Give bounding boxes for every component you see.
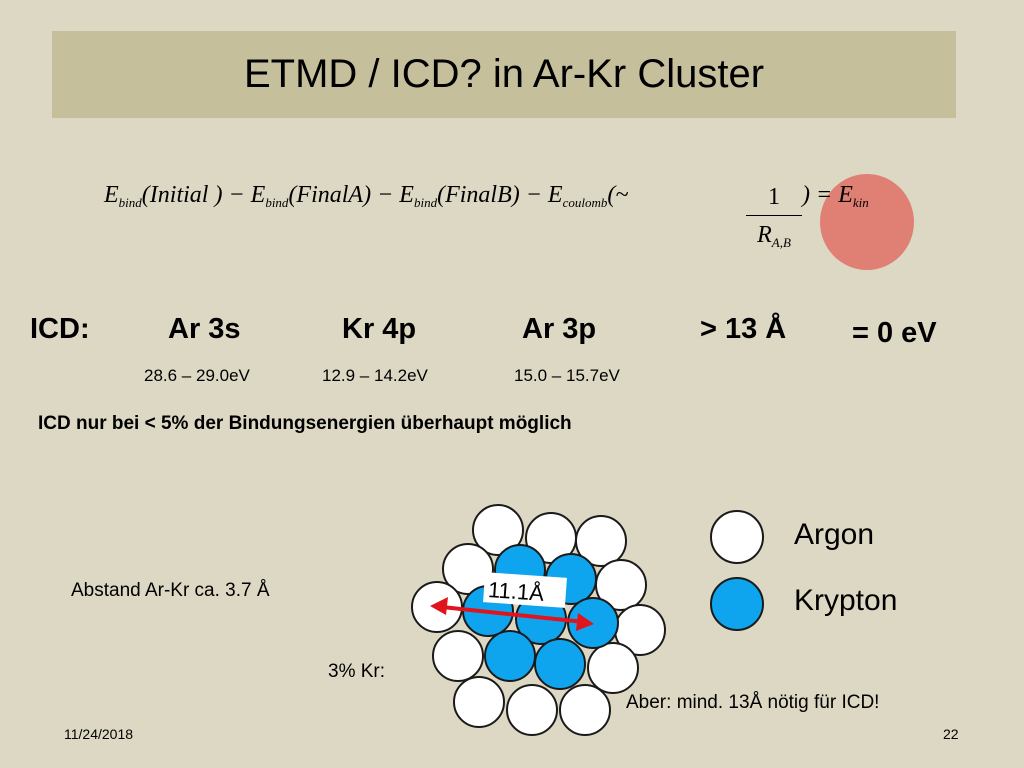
krypton-atom — [567, 597, 619, 649]
formula-subscript: bind — [413, 195, 438, 210]
energy-ar3p: 15.0 – 15.7eV — [514, 366, 620, 385]
formula-subscript: bind — [118, 195, 142, 210]
argon-atom — [525, 512, 577, 564]
icd-ar3s: Ar 3s — [168, 313, 241, 345]
argon-atom — [587, 642, 639, 694]
arrow-head-right — [576, 613, 594, 631]
argon-atom — [595, 559, 647, 611]
formula-term: E — [399, 182, 414, 208]
fraction-denominator: RA,B — [746, 222, 802, 251]
energy-ar3s: 28.6 – 29.0eV — [144, 366, 250, 385]
footer-page-number: 22 — [943, 726, 959, 742]
arrow-head-left — [430, 597, 448, 615]
argon-atom — [506, 684, 558, 736]
formula-term: E — [838, 182, 853, 208]
argon-atom — [453, 676, 505, 728]
formula-subscript: kin — [852, 195, 869, 210]
footer-date: 11/24/2018 — [64, 726, 134, 742]
legend-krypton-label: Krypton — [794, 584, 898, 617]
slide-title: ETMD / ICD? in Ar-Kr Cluster — [243, 52, 765, 96]
formula-argument: (Initial ) − — [141, 182, 251, 208]
argon-atom — [432, 630, 484, 682]
distance-text: Abstand Ar-Kr ca. 3.7 Å — [71, 580, 270, 601]
icd-ar3p: Ar 3p — [522, 313, 597, 345]
krypton-atom — [545, 553, 597, 605]
conclusion-text: Aber: mind. 13Å nötig für ICD! — [626, 692, 880, 713]
argon-atom — [614, 604, 666, 656]
formula-fraction: 1 RA,B — [746, 184, 802, 251]
icd-result: = 0 eV — [852, 317, 937, 349]
formula-subscript: coulomb — [562, 195, 608, 210]
kr-fraction-text: 3% Kr: — [328, 661, 386, 682]
krypton-atom — [534, 638, 586, 690]
formula-term: E — [104, 182, 119, 208]
icd-kr4p: Kr 4p — [342, 313, 417, 345]
argon-atom — [442, 543, 494, 595]
formula-term: E — [250, 182, 266, 208]
arrow-distance-label: 11.1Å — [487, 577, 545, 606]
argon-atom — [575, 515, 627, 567]
fraction-denominator-main: R — [757, 222, 772, 248]
icd-label: ICD: — [30, 313, 90, 345]
formula-equals: ) = — [802, 182, 839, 208]
fraction-denominator-sub: A,B — [771, 235, 791, 250]
formula-term: E — [547, 182, 563, 208]
formula-right-side: ) = Ekin — [802, 182, 869, 211]
argon-atom — [559, 684, 611, 736]
legend-krypton-circle — [710, 577, 764, 631]
formula-argument: (FinalB) − — [437, 182, 548, 208]
argon-atom — [472, 504, 524, 556]
legend-argon-circle — [710, 510, 764, 564]
fraction-bar — [746, 215, 802, 216]
legend-argon-label: Argon — [794, 518, 875, 551]
fraction-numerator: 1 — [768, 184, 780, 210]
title-bar: ETMD / ICD? in Ar-Kr Cluster — [52, 31, 956, 118]
krypton-atom — [484, 630, 536, 682]
formula-argument: (~ — [607, 182, 629, 208]
distance-arrow — [441, 605, 585, 624]
formula-argument: (FinalA) − — [288, 182, 400, 208]
icd-distance: > 13 Å — [700, 313, 787, 345]
formula-subscript: bind — [265, 195, 289, 210]
binding-energy-formula: Ebind(Initial ) − Ebind(FinalA) − Ebind(… — [104, 182, 628, 211]
argon-atom — [411, 581, 463, 633]
highlight-circle — [820, 174, 914, 270]
energy-kr4p: 12.9 – 14.2eV — [322, 366, 428, 385]
icd-note: ICD nur bei < 5% der Bindungsenergien üb… — [38, 413, 572, 434]
